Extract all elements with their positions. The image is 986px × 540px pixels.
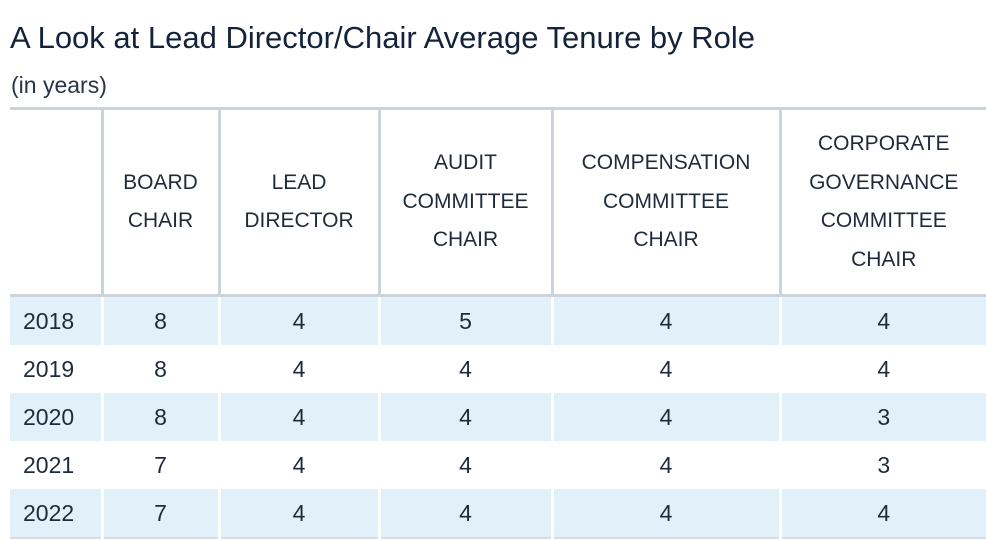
header-lead-director-line-2: DIRECTOR [244,209,354,232]
header-governance-line-4: CHAIR [851,247,917,271]
table-row: 2021 7 4 4 4 3 [10,441,986,489]
cell-corporate-governance-committee-chair: 4 [778,345,986,393]
header-audit-line-1: AUDIT [434,151,497,175]
cell-board-chair: 8 [100,345,219,393]
table-row: 2018 8 4 5 4 4 [10,295,986,345]
header-corporate-governance-committee-chair: CORPORATE GOVERNANCE COMMITTEE CHAIR [778,107,986,297]
cell-audit-committee-chair: 4 [377,441,552,489]
cell-audit-committee-chair: 4 [377,489,552,539]
cell-audit-committee-chair: 4 [377,345,552,393]
header-governance-line-1: CORPORATE [818,132,950,155]
cell-board-chair: 7 [100,441,219,489]
cell-board-chair: 8 [100,295,219,345]
table-row: 2019 8 4 4 4 4 [10,345,986,393]
header-lead-director-line-1: LEAD [271,170,327,194]
cell-compensation-committee-chair: 4 [550,441,780,489]
table-row: 2020 8 4 4 4 3 [10,393,986,441]
cell-lead-director: 4 [217,393,379,441]
header-audit-committee-chair: AUDIT COMMITTEE CHAIR [377,107,552,297]
cell-corporate-governance-committee-chair: 4 [778,295,986,345]
cell-board-chair: 8 [100,393,219,441]
chart-title: A Look at Lead Director/Chair Average Te… [10,20,756,55]
header-lead-director: LEAD DIRECTOR [217,107,379,297]
row-year: 2019 [23,355,75,382]
header-compensation-line-2: COMMITTEE [603,189,729,213]
cell-lead-director: 4 [217,345,379,393]
header-compensation-line-3: CHAIR [633,228,699,252]
cell-compensation-committee-chair: 4 [550,393,780,441]
cell-corporate-governance-committee-chair: 3 [778,441,986,489]
chart-subtitle: (in years) [11,72,107,98]
cell-lead-director: 4 [217,295,379,345]
cell-lead-director: 4 [217,441,379,489]
cell-corporate-governance-committee-chair: 4 [778,489,986,539]
tenure-table: BOARD CHAIR LEAD DIRECTOR AUDIT COMMITTE… [10,107,986,539]
header-board-chair-line-2: CHAIR [127,209,194,232]
cell-lead-director: 4 [217,489,379,539]
header-board-chair: BOARD CHAIR [100,107,219,297]
table-row: 2022 7 4 4 4 4 [10,489,986,539]
header-audit-line-3: CHAIR [432,228,499,252]
cell-board-chair: 7 [100,489,219,539]
cell-audit-committee-chair: 5 [377,295,552,345]
header-governance-line-2: GOVERNANCE [809,170,959,194]
cell-compensation-committee-chair: 4 [550,489,780,539]
header-row: BOARD CHAIR LEAD DIRECTOR AUDIT COMMITTE… [10,107,986,297]
header-year-blank [10,107,102,297]
header-audit-line-2: COMMITTEE [402,189,529,213]
header-board-chair-line-1: BOARD [123,170,198,194]
cell-audit-committee-chair: 4 [377,393,552,441]
cell-compensation-committee-chair: 4 [550,295,780,345]
row-year: 2021 [23,451,75,478]
cell-corporate-governance-committee-chair: 3 [778,393,986,441]
row-year: 2018 [10,295,102,345]
header-compensation-committee-chair: COMPENSATION COMMITTEE CHAIR [550,107,780,297]
header-governance-line-3: COMMITTEE [820,209,947,232]
row-year: 2022 [10,489,102,539]
row-year: 2020 [10,393,102,441]
cell-compensation-committee-chair: 4 [550,345,780,393]
header-compensation-line-1: COMPENSATION [581,151,751,175]
